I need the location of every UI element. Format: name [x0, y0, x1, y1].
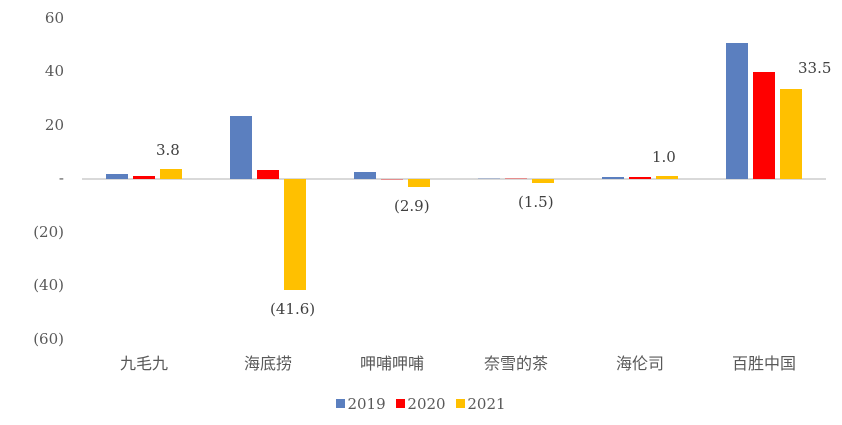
legend-item-2019: 2019 [336, 394, 386, 413]
legend-item-2021: 2021 [456, 394, 506, 413]
bar-2019 [106, 173, 128, 179]
legend: 2019 2020 2021 [0, 394, 842, 413]
bar-2019 [230, 116, 252, 179]
bar-2021 [160, 168, 182, 179]
legend-swatch [456, 399, 466, 408]
y-tick-label: (20) [33, 222, 64, 241]
legend-item-2020: 2020 [396, 394, 446, 413]
data-label: 3.8 [156, 140, 180, 159]
bar-2020 [381, 179, 403, 180]
data-label: 33.5 [798, 59, 832, 78]
data-label: 1.0 [652, 148, 676, 167]
y-tick-label: - [58, 169, 64, 187]
bar-2020 [629, 176, 651, 179]
bar-2020 [505, 178, 527, 179]
data-label: (1.5) [518, 193, 554, 211]
x-category-label: 海伦司 [615, 354, 664, 373]
legend-swatch [336, 399, 346, 408]
bar-2020 [753, 71, 775, 179]
bar-2019 [602, 176, 624, 179]
y-tick-label: 60 [44, 8, 64, 27]
legend-label: 2019 [347, 394, 386, 413]
y-tick-label: 40 [44, 62, 64, 80]
bar-2020 [133, 176, 155, 179]
x-category-label: 九毛九 [119, 354, 168, 373]
legend-label: 2020 [407, 394, 446, 413]
x-category-label: 百胜中国 [731, 354, 796, 373]
y-tick-label: 20 [44, 115, 64, 134]
zero-baseline [82, 178, 826, 180]
y-tick-label: (60) [33, 329, 64, 348]
bar-2019 [726, 42, 748, 179]
x-category-label: 呷哺呷哺 [359, 354, 424, 373]
bar-2021 [656, 176, 678, 179]
bar-2021 [284, 179, 306, 291]
bar-2021 [780, 89, 802, 179]
bar-2020 [257, 170, 279, 179]
data-label: (41.6) [270, 300, 316, 319]
x-category-label: 奈雪的茶 [483, 354, 548, 373]
data-label: (2.9) [394, 196, 430, 215]
bar-2019 [478, 178, 500, 179]
x-category-label: 海底捞 [243, 354, 292, 373]
legend-swatch [396, 399, 406, 408]
bar-2021 [532, 179, 554, 183]
legend-label: 2021 [467, 394, 506, 413]
bar-2019 [354, 172, 376, 179]
bar-2021 [408, 179, 430, 187]
y-tick-label: (40) [33, 276, 64, 294]
